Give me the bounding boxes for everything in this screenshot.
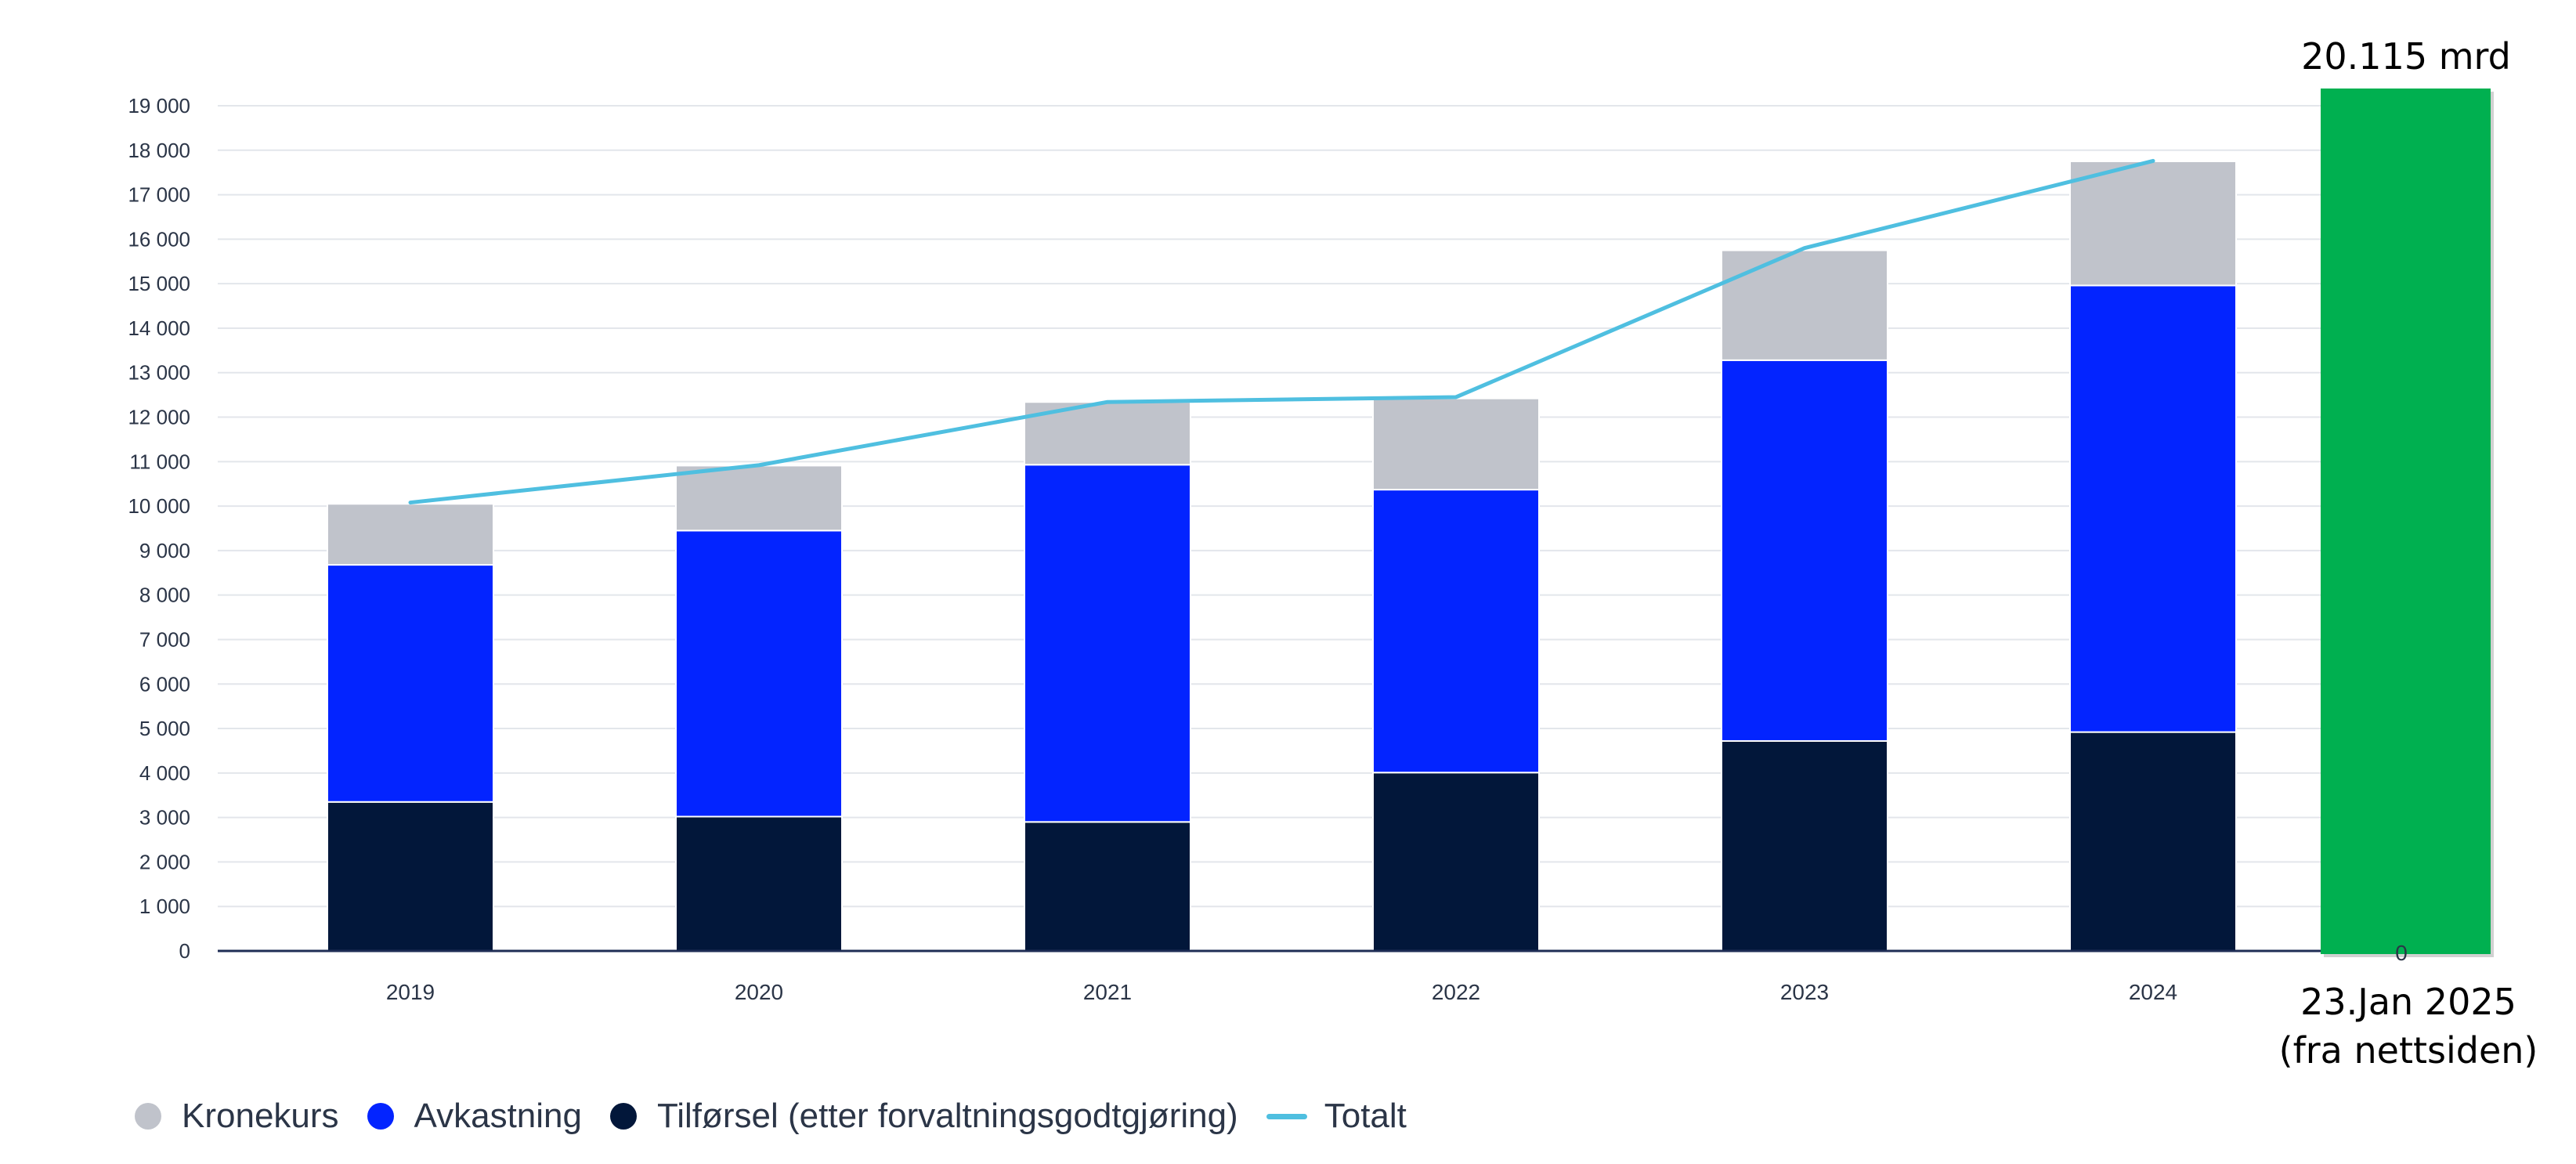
legend-item-kronekurs[interactable]: Kronekurs [135,1097,339,1136]
x-tick-label: 2023 [1780,980,1829,1004]
y-tick-label: 1 000 [139,895,190,918]
bar-segment [1372,397,1540,491]
legend-swatch-kronekurs [135,1103,161,1130]
y-tick-label: 14 000 [128,316,190,340]
y-tick-label: 5 000 [139,717,190,740]
extra-bar-axis-label: 0 [2395,941,2408,965]
y-tick-label: 9 000 [139,539,190,562]
bar-segment [1024,464,1191,823]
legend-item-tilforsel[interactable]: Tilførsel (etter forvaltningsgodtgjøring… [609,1097,1238,1136]
y-tick-label: 10 000 [128,494,190,518]
y-tick-label: 13 000 [128,361,190,385]
bar-segment [675,465,843,532]
y-tick-label: 15 000 [128,272,190,295]
y-tick-label: 0 [179,939,190,963]
y-tick-label: 6 000 [139,672,190,696]
y-tick-label: 19 000 [128,94,190,117]
bar-segment [327,503,494,566]
y-tick-label: 17 000 [128,183,190,207]
y-tick-label: 16 000 [128,227,190,251]
y-tick-label: 18 000 [128,139,190,162]
bar-segment [327,564,494,803]
legend-label-totalt: Totalt [1324,1097,1407,1135]
bar-segment [2069,284,2237,733]
total-line [408,158,2155,505]
extra-bar-note: (fra nettsiden) [2279,1029,2538,1072]
bar-segment [675,530,843,818]
legend-label-avkastning: Avkastning [414,1097,582,1135]
y-tick-label: 3 000 [139,806,190,830]
legend-item-avkastning[interactable]: Avkastning [367,1097,582,1136]
x-tick-label: 2021 [1083,980,1132,1004]
x-tick-label: 2024 [2129,980,2177,1004]
bar-segment [1721,739,1888,952]
y-tick-label: 11 000 [129,450,190,473]
extra-bar [2321,89,2491,954]
legend-item-totalt[interactable]: Totalt [1266,1097,1407,1136]
legend-label-kronekurs: Kronekurs [182,1097,339,1135]
y-tick-label: 4 000 [139,761,190,785]
x-tick-label: 2022 [1432,980,1480,1004]
bar-segment [1024,821,1191,953]
y-tick-label: 7 000 [139,627,190,651]
extra-bar-note: 23.Jan 2025 [2300,981,2516,1023]
bar-segment [1721,359,1888,742]
bar-segment [1372,772,1540,953]
legend-swatch-totalt [1266,1113,1307,1119]
legend: Kronekurs Avkastning Tilførsel (etter fo… [135,1097,1435,1136]
bar-segment [1721,249,1888,361]
x-tick-label: 2020 [735,980,783,1004]
y-tick-label: 2 000 [139,850,190,873]
legend-swatch-avkastning [367,1103,394,1130]
y-tick-label: 12 000 [128,406,190,429]
bar-segment [327,801,494,952]
x-tick-label: 2019 [386,980,435,1004]
bar-segment [2069,731,2237,952]
legend-swatch-tilforsel [609,1103,637,1130]
legend-label-tilforsel: Tilførsel (etter forvaltningsgodtgjøring… [656,1097,1238,1135]
bar-segment [2069,160,2237,287]
bar-segment [675,815,843,953]
y-tick-label: 8 000 [139,584,190,607]
bar-segment [1372,489,1540,774]
extra-bar-value-label: 20.115 mrd [2301,35,2511,78]
